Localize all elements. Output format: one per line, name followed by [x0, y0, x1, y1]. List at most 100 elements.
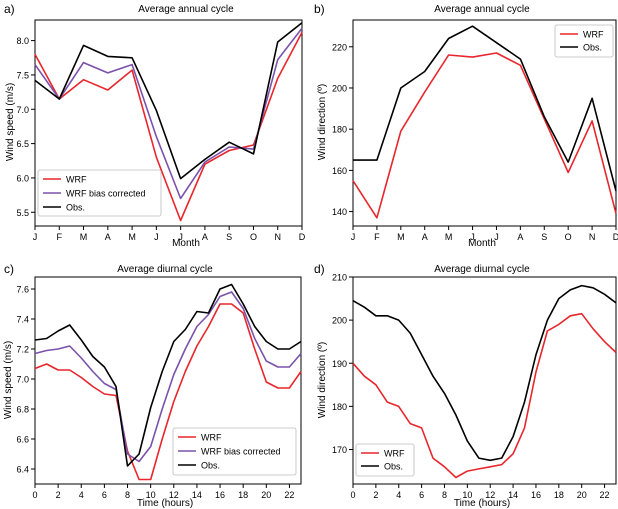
plot-area: 5.5 6.0 6.5 7.0 7.5 8.0 J F M A M J J A S O N D WRF WRF bia…: [16, 19, 306, 242]
x-tick-label: F: [57, 232, 63, 242]
y-tick-label: 7.4: [16, 315, 29, 325]
legend: WRF Obs.: [355, 443, 415, 477]
x-tick-label: 16: [531, 490, 541, 500]
series-line-wrf: [352, 312, 617, 479]
x-tick-label: J: [470, 232, 475, 242]
chart-title: Average diurnal cycle: [434, 264, 530, 275]
x-tick-label: N: [274, 232, 281, 242]
x-tick-label: 6: [102, 490, 107, 500]
x-tick-label: N: [589, 232, 596, 242]
y-axis-label: Wind speed (m/s): [3, 341, 14, 419]
series-line-wrf: [34, 303, 302, 481]
x-tick-label: 22: [600, 490, 610, 500]
legend-box: [37, 169, 162, 217]
series-line-wrf: [352, 52, 617, 219]
plot-frame: [352, 19, 617, 227]
legend-box: [355, 443, 415, 477]
y-tick-label: 7.0: [16, 375, 29, 385]
y-tick-label: 7.5: [16, 70, 29, 80]
panel-c: c) Average diurnal cycle Wind speed (m/s…: [3, 262, 302, 509]
x-tick-label: J: [33, 232, 38, 242]
x-tick-label: M: [397, 232, 405, 242]
panel-b: b) Average annual cycle Wind direction (…: [314, 2, 618, 249]
legend: WRF WRF bias corrected Obs.: [172, 427, 297, 476]
y-tick-label: 7.6: [16, 285, 29, 295]
y-tick-label: 200: [332, 83, 347, 93]
x-tick-label: F: [374, 232, 380, 242]
x-axis-label: Month: [468, 238, 496, 249]
legend: WRF WRF bias corrected Obs.: [37, 169, 162, 217]
x-tick-label: J: [494, 232, 499, 242]
x-tick-label: 10: [146, 490, 156, 500]
legend-entry: Obs.: [201, 461, 220, 471]
x-tick-label: M: [445, 232, 453, 242]
y-tick-label: 170: [332, 445, 347, 455]
legend-entry: Obs.: [66, 203, 85, 213]
plot-frame: [352, 276, 617, 485]
panel-label: b): [314, 2, 325, 16]
y-axis-label: Wind speed (m/s): [5, 83, 16, 161]
plot-area: 6.4 6.6 6.8 7.0 7.2 7.4 7.6 0 2 4 6 8 10 12 14 16 18 20 22…: [16, 276, 302, 500]
x-tick-label: O: [250, 232, 257, 242]
legend-entry: Obs.: [583, 43, 602, 53]
legend-box: [172, 427, 297, 476]
x-tick-label: O: [565, 232, 572, 242]
legend-entry: WRF: [384, 449, 405, 459]
y-axis-label: Wind direction (º): [317, 84, 328, 160]
x-tick-label: A: [422, 232, 428, 242]
x-tick-label: 12: [169, 490, 179, 500]
y-tick-label: 200: [332, 316, 347, 326]
x-tick-label: 8: [442, 490, 447, 500]
x-tick-label: 10: [462, 490, 472, 500]
series-line-obs: [34, 283, 302, 467]
x-tick-label: 2: [373, 490, 378, 500]
y-tick-label: 180: [332, 402, 347, 412]
y-tick-label: 160: [332, 166, 347, 176]
x-tick-label: 20: [577, 490, 587, 500]
series-line-obs: [34, 22, 303, 180]
y-tick-label: 7.2: [16, 345, 29, 355]
x-axis-label: Time (hours): [454, 498, 510, 509]
legend: WRF Obs.: [554, 24, 614, 58]
x-tick-label: 18: [554, 490, 564, 500]
legend-entry: WRF bias corrected: [201, 447, 281, 457]
legend-box: [554, 24, 614, 58]
x-tick-label: 0: [350, 490, 355, 500]
panel-d: d) Average diurnal cycle Wind direction …: [314, 262, 617, 509]
x-tick-label: 2: [56, 490, 61, 500]
x-tick-label: S: [541, 232, 547, 242]
x-tick-label: J: [351, 232, 356, 242]
chart-title: Average diurnal cycle: [117, 264, 213, 275]
legend-entry: Obs.: [384, 462, 403, 472]
y-tick-label: 190: [332, 359, 347, 369]
chart-title: Average annual cycle: [138, 4, 234, 15]
x-tick-label: 14: [508, 490, 518, 500]
x-tick-label: 12: [485, 490, 495, 500]
x-tick-label: 0: [32, 490, 37, 500]
series-line-obs: [353, 25, 617, 192]
x-tick-label: M: [80, 232, 88, 242]
y-tick-label: 6.5: [16, 139, 29, 149]
plot-frame: [34, 19, 303, 227]
x-tick-label: A: [202, 232, 208, 242]
y-tick-label: 5.5: [16, 208, 29, 218]
y-tick-label: 210: [332, 273, 347, 283]
x-tick-label: 4: [396, 490, 401, 500]
series-line-obs: [352, 284, 617, 462]
x-tick-label: A: [517, 232, 523, 242]
plot-area: 170 180 190 200 210 0 2 4 6 8 10 12 14 16 18 20 22 WRF Obs…: [332, 273, 617, 500]
legend-entry: WRF bias corrected: [66, 189, 146, 199]
x-tick-label: A: [105, 232, 111, 242]
panel-label: a): [4, 2, 15, 16]
x-tick-label: 22: [284, 490, 294, 500]
x-tick-label: 20: [261, 490, 271, 500]
x-axis-label: Month: [172, 238, 200, 249]
y-tick-label: 6.8: [16, 405, 29, 415]
x-tick-label: 8: [125, 490, 130, 500]
x-tick-label: 18: [238, 490, 248, 500]
x-tick-label: 14: [192, 490, 202, 500]
x-tick-label: J: [154, 232, 159, 242]
y-tick-label: 140: [332, 207, 347, 217]
series-line-wrf-bias-corrected: [34, 291, 302, 463]
